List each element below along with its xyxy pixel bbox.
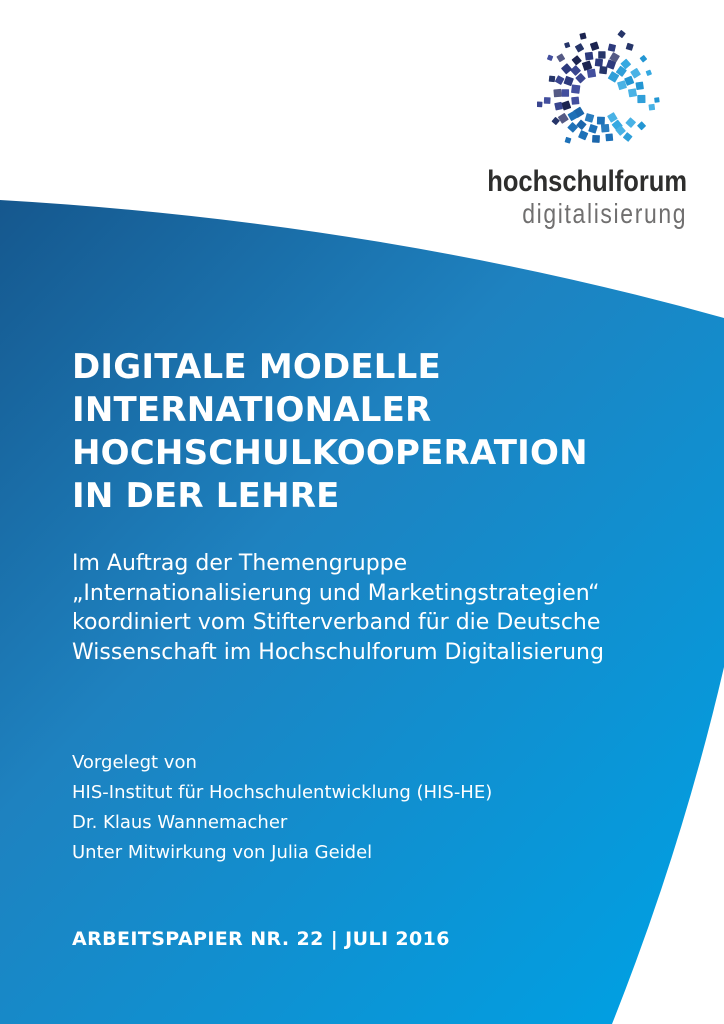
credits-block: Vorgelegt von HIS-Institut für Hochschul… — [72, 748, 492, 868]
logo-wordmark-line1: hochschulforum — [487, 165, 687, 198]
credit-line: Dr. Klaus Wannemacher — [72, 812, 288, 833]
footer-label: ARBEITSPAPIER NR. 22 | JULI 2016 — [72, 928, 450, 950]
cover-title: DIGITALE MODELLE INTERNATIONALER HOCHSCH… — [72, 346, 588, 518]
subtitle-line: Im Auftrag der Themengruppe — [72, 551, 408, 576]
credit-line: HIS-Institut für Hochschulentwicklung (H… — [72, 782, 493, 803]
credit-line: Vorgelegt von — [72, 752, 197, 773]
hfd-logo: hochschulforum digitalisierung — [487, 28, 687, 229]
subtitle-line: koordiniert vom Stifterverband für die D… — [72, 610, 601, 635]
title-line: DIGITALE MODELLE — [72, 347, 441, 387]
title-line: IN DER LEHRE — [72, 476, 340, 516]
title-line: INTERNATIONALER — [72, 390, 432, 430]
cover-subtitle: Im Auftrag der Themengruppe „Internation… — [72, 549, 604, 667]
credit-line: Unter Mitwirkung von Julia Geidel — [72, 842, 373, 863]
title-line: HOCHSCHULKOOPERATION — [72, 433, 588, 473]
logo-wordmark-line2: digitalisierung — [522, 198, 687, 229]
hfd-logo-mosaic-icon — [537, 30, 660, 144]
subtitle-line: Wissenschaft im Hochschulforum Digitalis… — [72, 639, 604, 665]
subtitle-line: „Internationalisierung und Marketingstra… — [72, 580, 600, 606]
